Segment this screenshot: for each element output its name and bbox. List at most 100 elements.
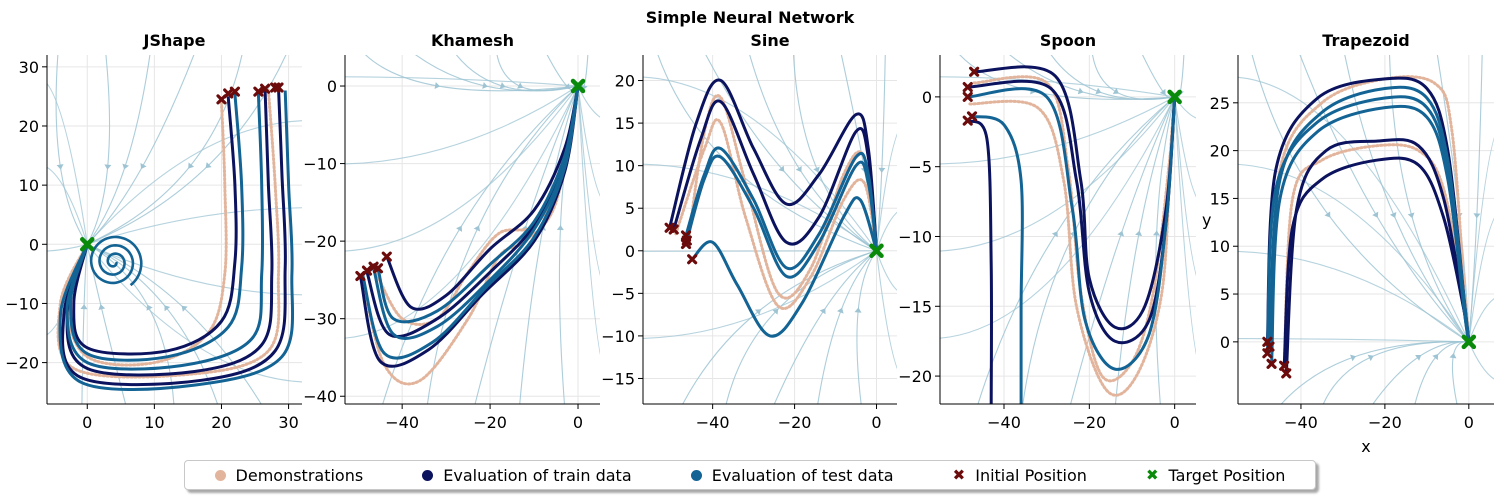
streamline <box>577 85 600 197</box>
stream-arrow <box>813 166 820 173</box>
initial-position-marker <box>687 254 698 265</box>
stream-arrow <box>1135 230 1143 237</box>
test-trajectory <box>685 154 878 279</box>
x-axis-label: x <box>1361 437 1370 456</box>
streamline <box>345 85 579 165</box>
x-tick-label: −20 <box>1072 413 1106 432</box>
initial-position-marker <box>273 82 284 93</box>
y-tick-label: 0 <box>1220 333 1230 352</box>
stream-arrow <box>1350 354 1356 362</box>
panel-title: Sine <box>750 31 789 50</box>
stream-arrow <box>1153 230 1161 236</box>
streamline <box>345 85 579 252</box>
x-tick-label: 30 <box>278 413 298 432</box>
test-trajectory <box>1270 104 1471 364</box>
y-tick-label: 5 <box>625 199 635 218</box>
plot-area <box>1238 55 1494 404</box>
stream-arrow <box>98 304 106 310</box>
streamline <box>86 55 111 245</box>
streamline <box>1238 338 1469 343</box>
y-tick-label: 5 <box>1220 285 1230 304</box>
y-tick-label: 20 <box>615 72 635 91</box>
legend-item-train: Evaluation of train data <box>422 465 632 485</box>
streamline <box>1322 341 1469 404</box>
streamline <box>1468 341 1494 380</box>
streamline <box>1174 96 1196 277</box>
demonstration-trajectory <box>56 89 281 379</box>
test-trajectory <box>65 93 265 371</box>
stream-arrow <box>1449 352 1457 359</box>
stream-arrow <box>563 83 570 90</box>
streamline <box>426 85 579 404</box>
streamline <box>682 250 877 404</box>
stream-arrow <box>456 225 463 232</box>
train-trajectory <box>672 99 878 251</box>
y-tick-label: −10 <box>898 227 932 246</box>
stream-arrow <box>1389 212 1397 219</box>
streamline <box>793 55 877 252</box>
panel-spoon: −40 −20 0 −20 −15 −10 −5 0 Spoon y <box>898 31 1211 432</box>
stream-arrow <box>181 305 188 312</box>
y-tick-label: −10 <box>5 294 39 313</box>
streamline <box>856 250 877 404</box>
streamline <box>940 96 1176 339</box>
plot-area <box>940 55 1196 404</box>
x-tick-label: −40 <box>385 413 419 432</box>
streamline <box>1154 96 1176 404</box>
target-position-marker <box>869 243 884 259</box>
initial-position-marker <box>260 83 271 94</box>
streamline <box>773 250 877 404</box>
streamline <box>875 133 897 251</box>
test-trajectory <box>971 114 1024 404</box>
y-tick-label: 0 <box>29 235 39 254</box>
streamline <box>940 96 1176 252</box>
streamline <box>87 55 243 245</box>
streamline <box>86 120 302 245</box>
y-tick-label: −20 <box>5 354 39 373</box>
initial-position-marker <box>966 111 978 122</box>
streamline <box>1009 55 1175 100</box>
initial-position-marker <box>253 86 264 97</box>
initial-position-marker <box>1266 358 1277 369</box>
stream-arrow <box>1051 231 1058 238</box>
stream-arrow <box>517 82 524 89</box>
stream-arrow <box>772 308 779 315</box>
y-tick-label: −40 <box>303 387 337 406</box>
initial-position-marker <box>372 263 384 274</box>
stream-arrow <box>473 225 481 232</box>
stream-arrow <box>854 307 862 313</box>
figure-title: Simple Neural Network <box>645 8 855 27</box>
initial-position-marker <box>962 82 973 93</box>
legend-item-test: Evaluation of test data <box>690 466 894 485</box>
streamline <box>940 76 1175 98</box>
demonstration-trajectory <box>361 84 580 386</box>
stream-arrow <box>80 304 88 310</box>
plot-area <box>643 55 897 404</box>
stream-arrow <box>1095 87 1102 95</box>
y-tick-label: 0 <box>625 242 635 261</box>
y-tick-label: 20 <box>19 117 39 136</box>
streamline <box>1174 96 1196 357</box>
legend-label-train: Evaluation of train data <box>443 465 632 485</box>
stream-arrow <box>1077 87 1084 95</box>
stream-arrow <box>778 165 785 172</box>
streamline <box>1468 298 1494 343</box>
stream-arrow <box>1407 212 1415 219</box>
streamline <box>875 55 886 251</box>
test-trajectory <box>691 196 878 338</box>
test-trajectory <box>68 93 245 362</box>
y-tick-label: −30 <box>303 310 337 329</box>
initial-position-marker <box>1262 348 1273 359</box>
streamline <box>577 85 600 277</box>
streamline <box>1468 217 1494 342</box>
train-trajectory <box>966 119 994 404</box>
y-tick-label: 10 <box>1210 237 1230 256</box>
initial-position-marker <box>361 265 373 276</box>
demonstration-trajectory <box>674 118 878 310</box>
streamline <box>1174 96 1196 198</box>
x-tick-label: −20 <box>778 413 812 432</box>
stream-arrow <box>1473 213 1481 219</box>
y-tick-label: 15 <box>1210 189 1230 208</box>
initial-position-marker <box>962 91 973 102</box>
